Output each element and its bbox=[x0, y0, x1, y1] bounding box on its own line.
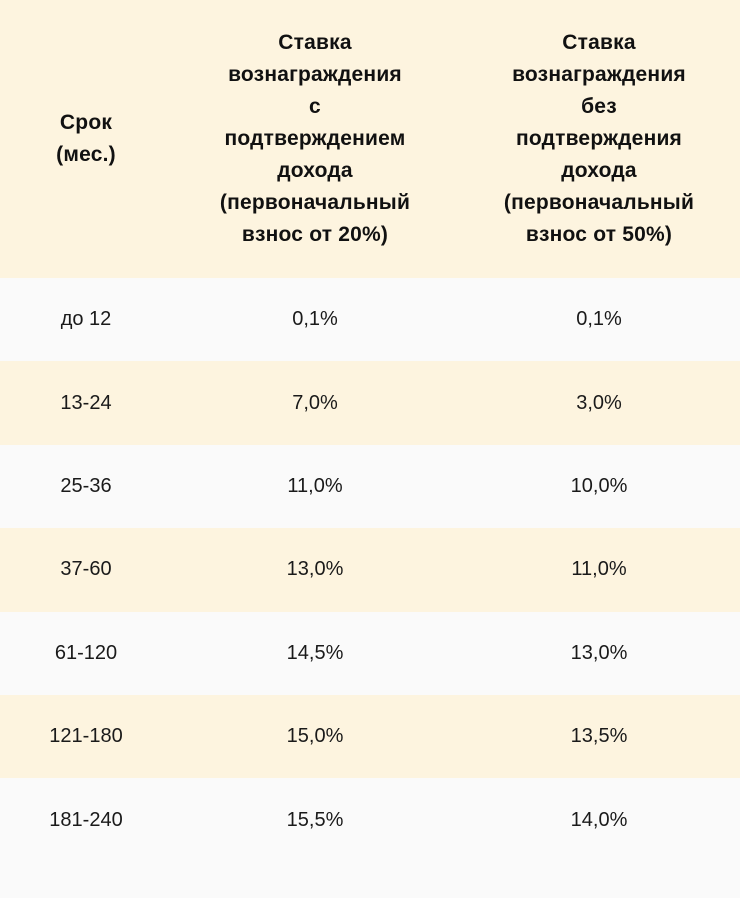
table-body: до 12 0,1% 0,1% 13-24 7,0% 3,0% 25-36 11… bbox=[0, 278, 740, 862]
header-rate-with-income-proof: Ставка вознаграждения с подтверждением д… bbox=[219, 31, 411, 246]
term-cell: 181-240 bbox=[49, 808, 123, 831]
rate-without-proof-cell: 13,0% bbox=[570, 641, 628, 664]
rate-with-proof-cell: 14,5% bbox=[286, 641, 344, 664]
term-cell: 61-120 bbox=[54, 641, 118, 664]
term-cell: 37-60 bbox=[60, 558, 112, 581]
rate-without-proof-cell: 10,0% bbox=[570, 474, 628, 497]
rate-with-proof-cell: 11,0% bbox=[287, 474, 343, 497]
rate-with-proof-cell: 15,5% bbox=[286, 808, 344, 831]
header-rate-without-income-proof: Ставка вознаграждения без подтверждения … bbox=[503, 31, 695, 246]
term-cell: 25-36 bbox=[60, 474, 112, 497]
rate-without-proof-cell: 11,0% bbox=[571, 558, 627, 581]
term-cell: 13-24 bbox=[60, 391, 112, 414]
rate-with-proof-cell: 13,0% bbox=[286, 558, 344, 581]
rate-without-proof-cell: 3,0% bbox=[576, 391, 622, 414]
rate-without-proof-cell: 14,0% bbox=[570, 808, 628, 831]
rate-with-proof-cell: 15,0% bbox=[286, 725, 344, 748]
table-row: 37-60 13,0% 11,0% bbox=[0, 528, 740, 612]
table-row: до 12 0,1% 0,1% bbox=[0, 278, 740, 362]
header-term: Срок (мес.) bbox=[56, 111, 116, 166]
table-header: Срок (мес.) Ставка вознаграждения с подт… bbox=[0, 0, 740, 278]
rate-without-proof-cell: 13,5% bbox=[570, 725, 628, 748]
table-row: 61-120 14,5% 13,0% bbox=[0, 611, 740, 695]
rate-without-proof-cell: 0,1% bbox=[576, 308, 622, 331]
table-row: 181-240 15,5% 14,0% bbox=[0, 778, 740, 862]
term-cell: до 12 bbox=[60, 308, 112, 331]
table-row: 25-36 11,0% 10,0% bbox=[0, 444, 740, 529]
rate-with-proof-cell: 7,0% bbox=[292, 391, 338, 414]
term-cell: 121-180 bbox=[49, 725, 123, 748]
table-row: 13-24 7,0% 3,0% bbox=[0, 361, 740, 445]
rate-with-proof-cell: 0,1% bbox=[292, 308, 338, 331]
table-row: 121-180 15,0% 13,5% bbox=[0, 694, 740, 779]
